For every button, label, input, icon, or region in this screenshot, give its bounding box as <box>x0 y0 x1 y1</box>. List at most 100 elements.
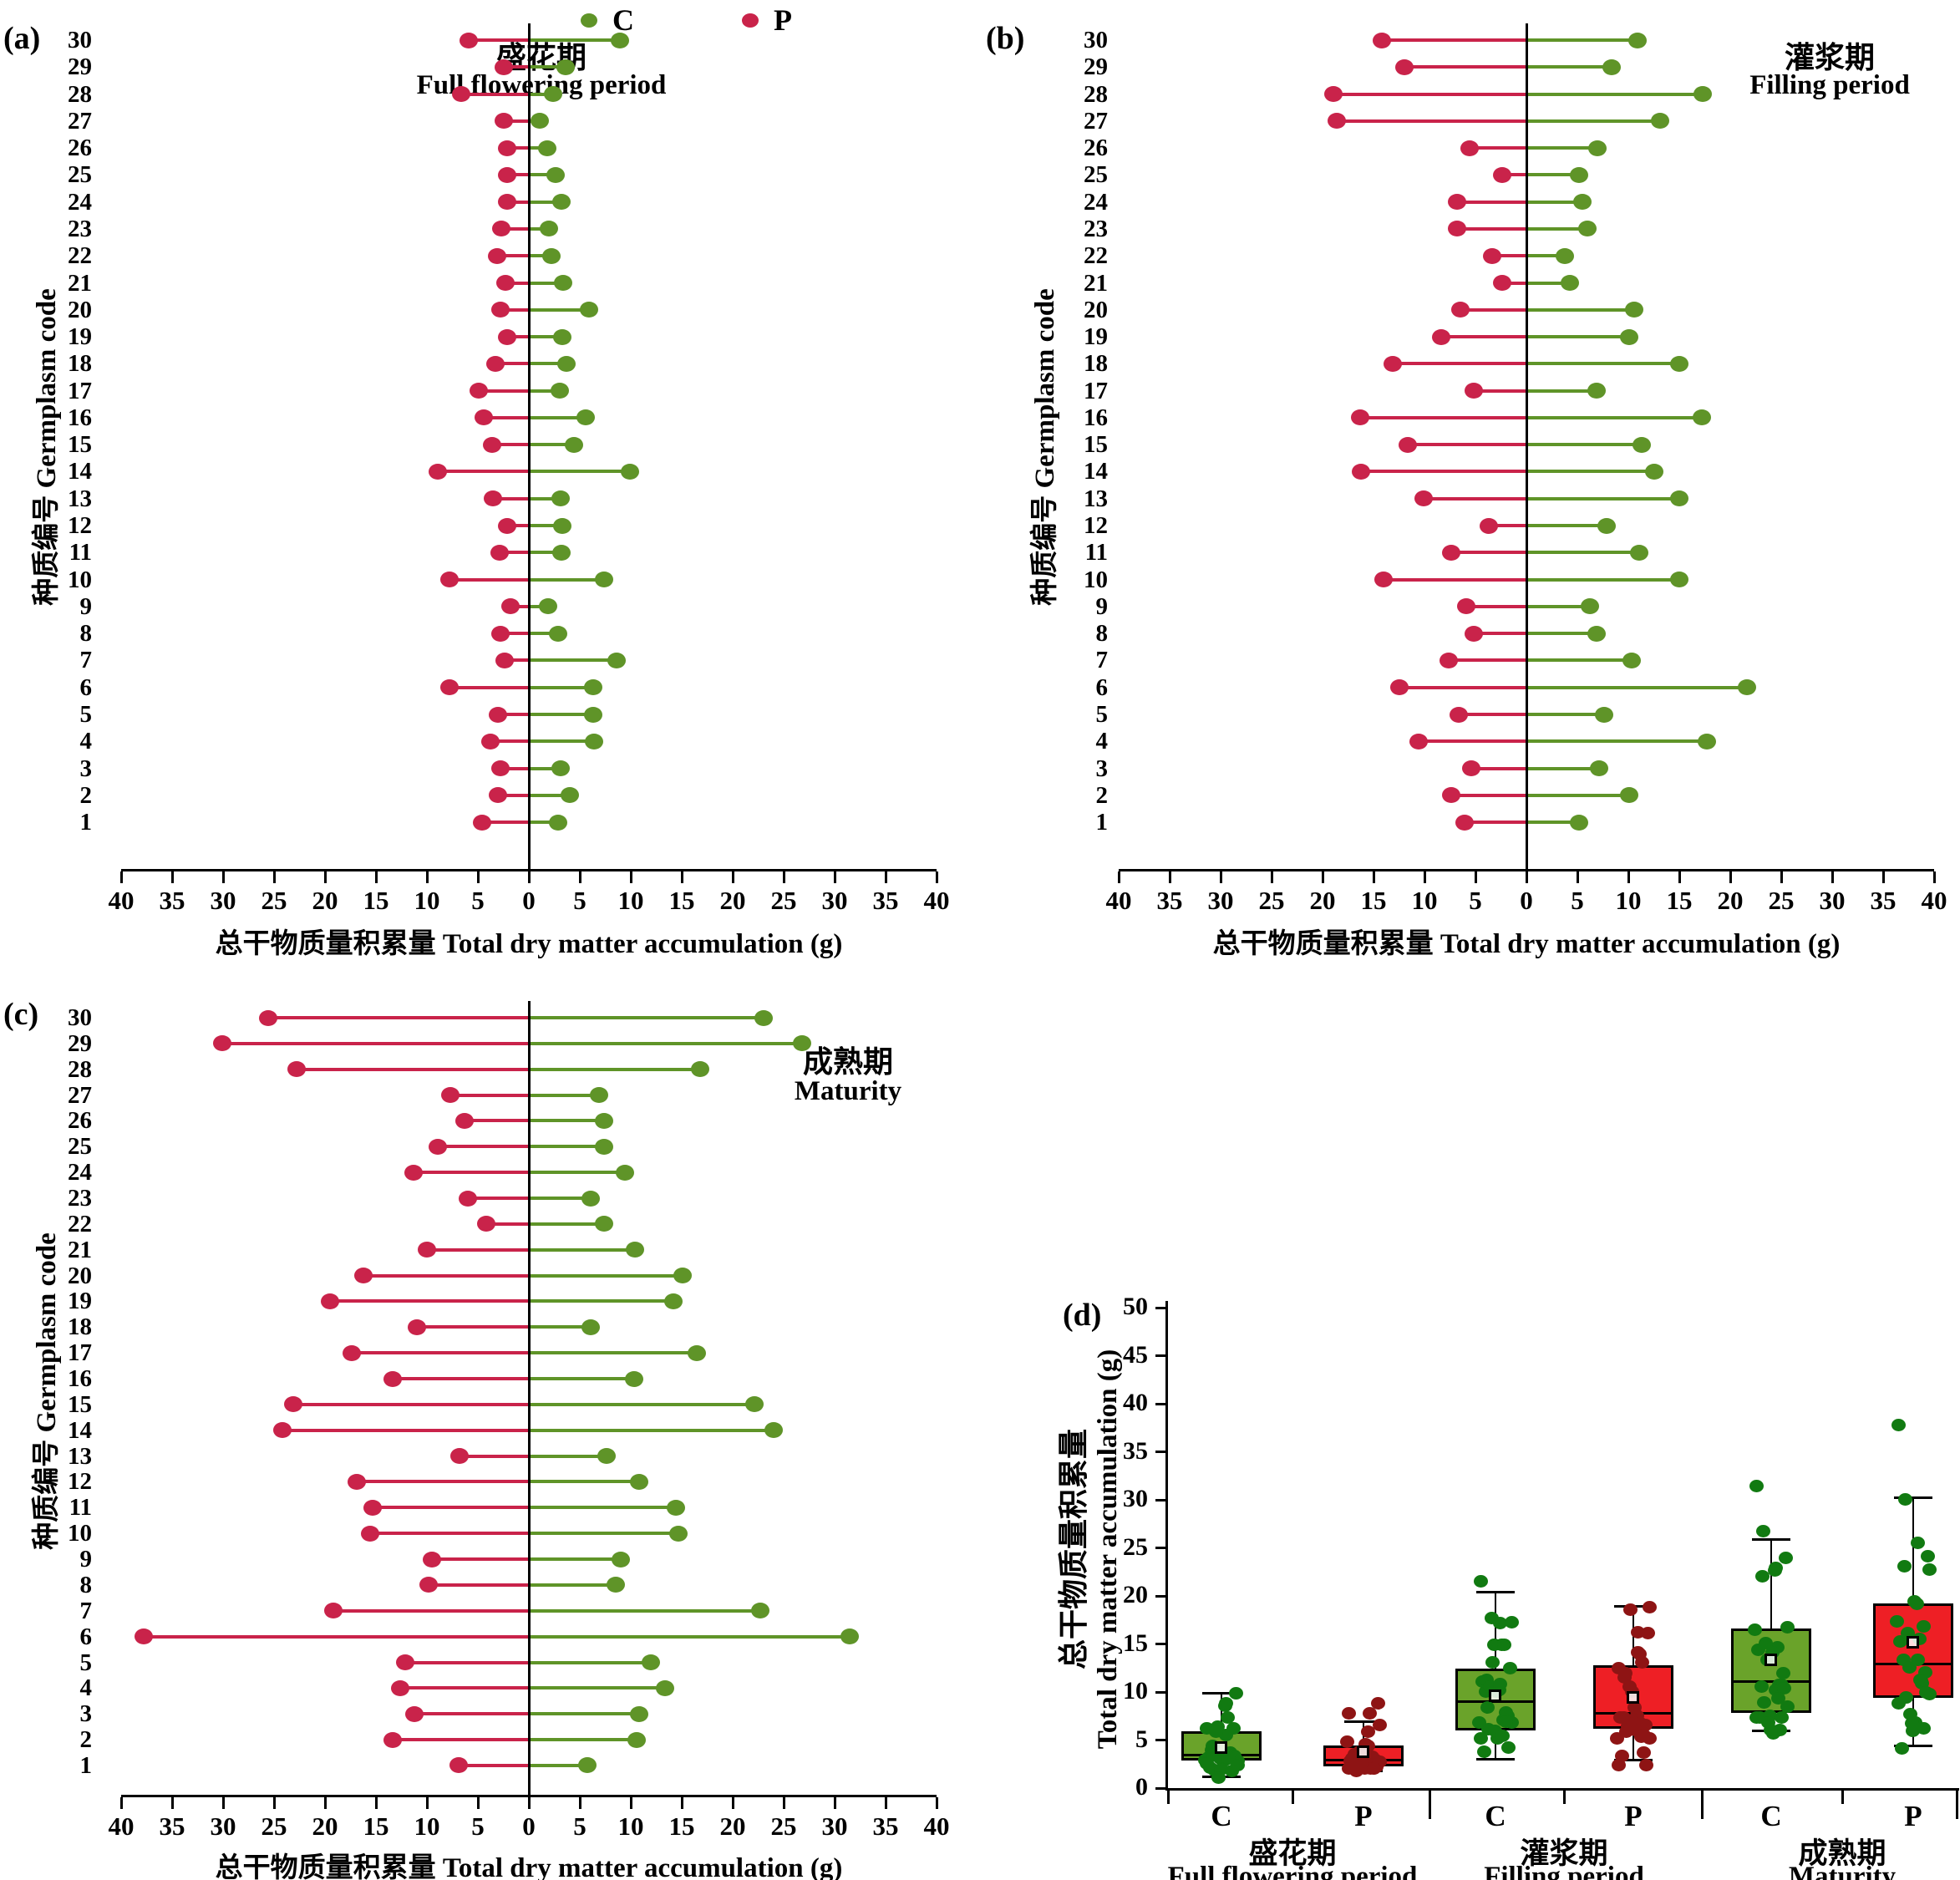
lollipop-dot-p <box>472 814 491 831</box>
row-label: 6 <box>79 1623 93 1650</box>
lollipop-line-c <box>529 821 559 825</box>
lollipop-line-p <box>1501 281 1526 285</box>
jitter-dot <box>1898 1492 1912 1506</box>
box-mean-marker <box>1627 1690 1639 1704</box>
lollipop-line-c <box>529 443 574 447</box>
lollipop-dot-c <box>585 733 604 749</box>
box-mean-marker <box>1357 1745 1369 1759</box>
jitter-dot <box>1623 1603 1638 1617</box>
x-axis-tick <box>1831 871 1834 883</box>
x-axis-tick-label: 40 <box>108 886 135 915</box>
lollipop-dot-c <box>577 1757 597 1774</box>
lollipop-dot-p <box>1409 733 1428 749</box>
lollipop-dot-p <box>498 140 517 156</box>
lollipop-dot-p <box>404 1164 424 1181</box>
row-label: 19 <box>68 1288 92 1315</box>
x-axis-tick-label: 5 <box>573 1811 586 1841</box>
x-axis-tick-label: 15 <box>363 1811 389 1841</box>
legend-c-dot-icon <box>581 13 597 28</box>
lollipop-line-p <box>438 470 529 474</box>
lollipop-dot-c <box>1587 625 1607 642</box>
x-axis-tick-label: 15 <box>363 886 389 915</box>
x-axis-tick-label: 10 <box>1411 886 1438 915</box>
d-y-tick-label: 45 <box>1123 1340 1148 1369</box>
lollipop-dot-c <box>546 166 565 183</box>
row-label: 1 <box>79 809 93 836</box>
lollipop-dot-p <box>1384 355 1403 372</box>
lollipop-line-p <box>1440 335 1526 339</box>
lollipop-dot-p <box>1448 194 1467 211</box>
x-axis-tick <box>680 1797 683 1809</box>
lollipop-line-c <box>1526 551 1640 555</box>
lollipop-dot-p <box>1464 383 1483 399</box>
panel-c-title-cn: 成熟期 <box>802 1045 893 1079</box>
lollipop-line-p <box>1450 793 1526 797</box>
x-axis-tick <box>833 1797 836 1809</box>
box-whisker-cap-upper <box>1476 1590 1515 1593</box>
x-axis-tick <box>578 871 581 883</box>
lollipop-line-c <box>529 1402 754 1406</box>
lollipop-line-c <box>1526 173 1580 177</box>
lollipop-line-c <box>529 1763 587 1767</box>
lollipop-dot-p <box>287 1061 306 1078</box>
lollipop-dot-c <box>627 1731 647 1748</box>
row-label: 25 <box>68 1133 92 1161</box>
lollipop-line-c <box>529 1377 634 1381</box>
lollipop-dot-c <box>581 1319 601 1335</box>
jitter-dot <box>1913 1674 1927 1687</box>
lollipop-dot-c <box>624 1370 643 1387</box>
lollipop-dot-c <box>1561 275 1580 292</box>
lollipop-dot-p <box>439 572 459 588</box>
x-axis-tick <box>1321 871 1324 883</box>
lollipop-line-p <box>1491 254 1526 258</box>
lollipop-line-p <box>484 415 529 419</box>
lollipop-line-p <box>293 1402 529 1406</box>
row-label: 1 <box>1095 809 1109 836</box>
jitter-dot <box>1897 1560 1912 1573</box>
lollipop-dot-c <box>552 194 571 211</box>
jitter-dot <box>1639 1759 1653 1772</box>
lollipop-dot-c <box>1670 355 1688 372</box>
x-axis-tick-label: 15 <box>1360 886 1387 915</box>
d-y-tick <box>1155 1739 1165 1741</box>
lollipop-line-p <box>1381 38 1526 42</box>
row-label: 4 <box>1095 728 1109 755</box>
jitter-dot <box>1759 1637 1773 1650</box>
jitter-dot <box>1474 1732 1488 1745</box>
lollipop-line-p <box>1408 443 1526 447</box>
zero-axis-line <box>1525 23 1528 871</box>
jitter-dot <box>1922 1562 1937 1576</box>
x-axis-tick-label: 40 <box>1921 886 1947 915</box>
x-axis-tick-label: 35 <box>872 886 899 915</box>
x-axis-tick-label: 10 <box>414 886 440 915</box>
lollipop-dot-c <box>554 275 573 292</box>
lollipop-line-p <box>1460 307 1526 312</box>
lollipop-dot-c <box>595 572 614 588</box>
lollipop-dot-p <box>489 787 508 804</box>
lollipop-line-c <box>529 1712 639 1716</box>
row-label: 19 <box>1084 323 1108 351</box>
lollipop-line-c <box>529 1093 600 1097</box>
panel-c-title-en: Maturity <box>794 1076 902 1106</box>
lollipop-line-p <box>414 1712 529 1716</box>
lollipop-dot-p <box>498 166 517 183</box>
row-label: 21 <box>1084 269 1108 297</box>
row-label: 12 <box>68 512 92 540</box>
lollipop-dot-p <box>347 1473 366 1490</box>
jitter-dot <box>1917 1619 1931 1633</box>
panel-b-letter: (b) <box>986 21 1025 56</box>
row-label: 1 <box>79 1751 93 1779</box>
d-y-tick-label: 40 <box>1123 1389 1148 1416</box>
lollipop-line-p <box>1471 766 1526 770</box>
lollipop-dot-p <box>501 598 520 615</box>
lollipop-dot-p <box>498 194 517 211</box>
row-label: 2 <box>79 781 93 809</box>
lollipop-dot-c <box>549 625 568 642</box>
lollipop-dot-p <box>490 625 510 642</box>
row-label: 3 <box>79 755 93 782</box>
legend-p-dot-icon <box>742 13 759 28</box>
lollipop-dot-p <box>383 1370 402 1387</box>
x-axis-tick <box>629 871 632 883</box>
row-label: 18 <box>1084 350 1108 378</box>
jitter-dot <box>1635 1656 1649 1669</box>
